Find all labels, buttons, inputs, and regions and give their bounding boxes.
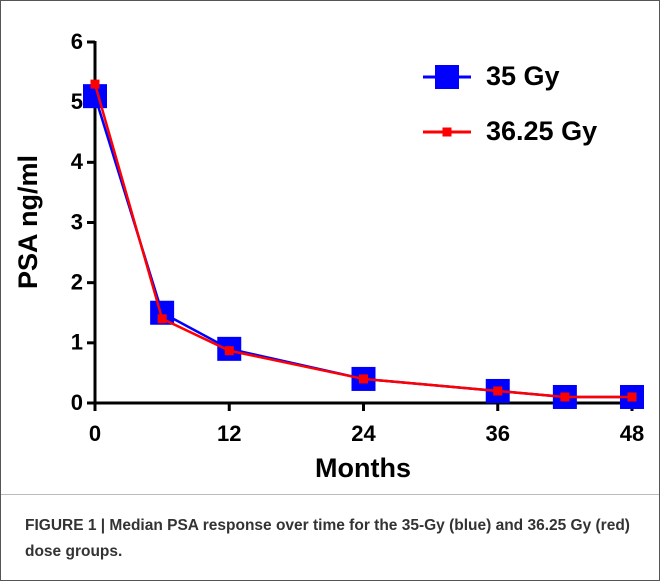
y-tick-label: 5	[71, 89, 83, 114]
marker	[627, 392, 637, 402]
y-tick-label: 1	[71, 330, 83, 355]
y-tick-label: 4	[71, 149, 84, 174]
legend-marker	[435, 65, 459, 89]
y-tick-label: 0	[71, 390, 83, 415]
y-tick-label: 3	[71, 209, 83, 234]
x-tick-label: 36	[486, 421, 510, 446]
marker	[224, 346, 234, 356]
y-axis-label: PSA ng/ml	[13, 155, 43, 289]
legend-label: 36.25 Gy	[486, 116, 597, 146]
y-tick-label: 6	[71, 29, 83, 54]
marker	[90, 79, 100, 89]
x-tick-label: 12	[217, 421, 241, 446]
marker	[560, 392, 570, 402]
x-axis-label: Months	[315, 453, 411, 483]
marker	[157, 314, 167, 324]
marker	[493, 386, 503, 396]
marker	[359, 374, 368, 384]
x-tick-label: 0	[89, 421, 101, 446]
caption: FIGURE 1 | Median PSA response over time…	[1, 494, 659, 580]
legend-label: 35 Gy	[486, 61, 560, 91]
legend-marker	[442, 127, 452, 137]
x-tick-label: 48	[620, 421, 644, 446]
x-tick-label: 24	[351, 421, 376, 446]
y-tick-label: 2	[71, 269, 83, 294]
